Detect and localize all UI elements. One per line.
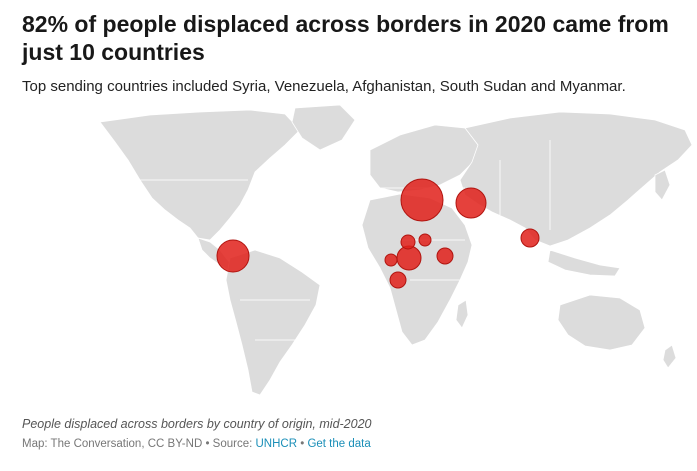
land-greenland — [291, 104, 356, 151]
bubble-central-african-republic[interactable] — [384, 253, 398, 267]
map-credit: Map: The Conversation, CC BY-ND • Source… — [22, 438, 682, 450]
map-title: 82% of people displaced across borders i… — [22, 11, 669, 65]
land-south-america — [225, 249, 321, 396]
bubble-dr-congo[interactable] — [389, 271, 407, 289]
map-caption: People displaced across borders by count… — [22, 417, 372, 431]
bubble-eritrea[interactable] — [418, 233, 432, 247]
bubble-afghanistan[interactable] — [455, 187, 487, 219]
bubble-myanmar[interactable] — [520, 228, 540, 248]
bubble-south-sudan[interactable] — [396, 245, 422, 271]
bubble-sudan[interactable] — [400, 234, 416, 250]
land-north-america — [99, 109, 301, 241]
land-new-zealand — [662, 344, 677, 369]
credit-separator: • — [297, 438, 308, 450]
land-madagascar — [455, 299, 469, 329]
land-australia — [557, 294, 646, 351]
bubble-venezuela[interactable] — [216, 239, 250, 273]
land-japan — [654, 169, 671, 201]
get-data-link[interactable]: Get the data — [307, 438, 371, 450]
world-map-svg — [99, 104, 693, 396]
source-link[interactable]: UNHCR — [255, 438, 298, 450]
bubble-syria[interactable] — [400, 178, 444, 222]
land-africa — [361, 193, 473, 346]
map-subtitle: Top sending countries included Syria, Ve… — [22, 78, 626, 95]
land-southeast-asia — [547, 249, 621, 277]
bubble-somalia[interactable] — [436, 247, 454, 265]
world-map — [80, 100, 697, 405]
credit-text: Map: The Conversation, CC BY-ND • Source… — [22, 438, 256, 450]
